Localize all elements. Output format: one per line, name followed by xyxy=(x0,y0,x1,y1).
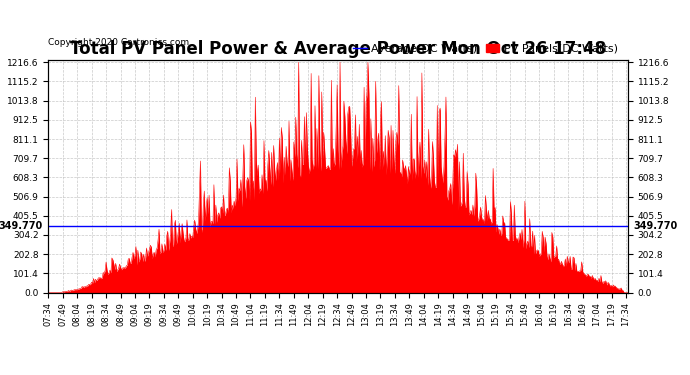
Legend: Average(DC Watts), PV Panels(DC Watts): Average(DC Watts), PV Panels(DC Watts) xyxy=(349,39,622,58)
Text: Copyright 2020 Cartronics.com: Copyright 2020 Cartronics.com xyxy=(48,38,190,47)
Text: 349.770: 349.770 xyxy=(0,220,43,231)
Text: 349.770: 349.770 xyxy=(633,220,678,231)
Title: Total PV Panel Power & Average Power Mon Oct 26 17:48: Total PV Panel Power & Average Power Mon… xyxy=(70,40,606,58)
